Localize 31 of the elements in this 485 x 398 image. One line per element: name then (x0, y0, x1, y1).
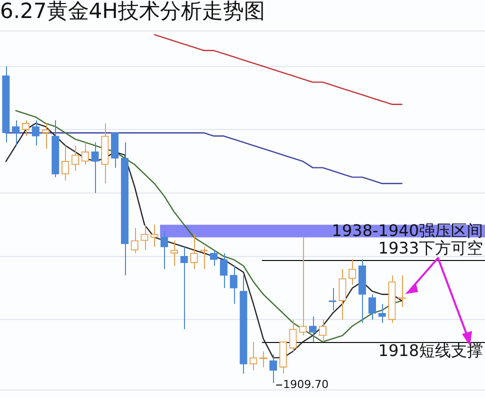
ref-line-label: 1933下方可空 (378, 238, 483, 258)
candlestick (22, 120, 30, 137)
candlestick (279, 341, 287, 374)
candlestick (61, 145, 70, 181)
chart-title: 6.27黄金4H技术分析走势图 (0, 0, 265, 24)
band-label: 1938-1940强压区间 (332, 221, 483, 240)
candlestick (308, 316, 317, 342)
candlestick (12, 120, 20, 146)
candlestick (338, 268, 346, 320)
candlestick (220, 252, 228, 289)
candlestick (378, 303, 386, 324)
ref-line-label: 1918短线支撑 (378, 341, 483, 360)
candlestick (130, 227, 138, 254)
candlestick (230, 265, 238, 304)
candlestick (180, 246, 188, 330)
candlestick (91, 142, 99, 194)
candlestick (348, 259, 356, 286)
candlestick (170, 240, 178, 266)
candlestick (289, 319, 297, 352)
candlestick (71, 145, 80, 172)
candlestick (250, 341, 258, 371)
candlestick (81, 142, 89, 166)
candlestick (140, 224, 148, 251)
candlestick (368, 294, 376, 320)
annotation: 1909.70 (283, 378, 329, 391)
candlestick (398, 274, 406, 308)
candlestick (160, 230, 168, 270)
candlestick (190, 234, 198, 270)
candlestick (200, 246, 208, 270)
candlestick (299, 236, 307, 336)
candlestick (110, 132, 119, 168)
